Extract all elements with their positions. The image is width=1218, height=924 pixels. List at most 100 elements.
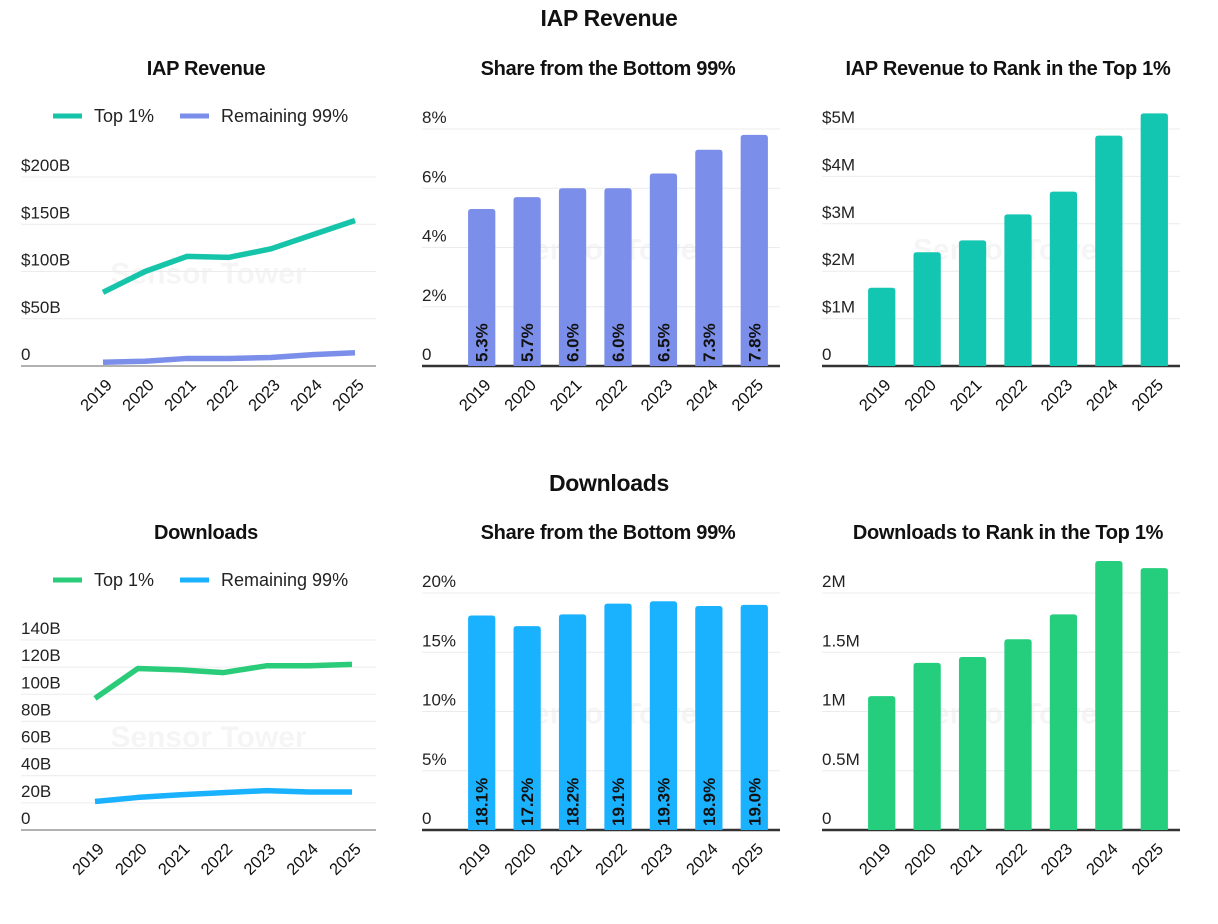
y-tick-label: 120B <box>21 646 61 665</box>
bar-2023 <box>1049 614 1078 830</box>
y-tick-label: $1M <box>822 298 855 317</box>
y-tick-label: 80B <box>21 700 51 719</box>
x-tick-label: 2024 <box>1083 376 1122 415</box>
x-tick-label: 2025 <box>728 840 767 879</box>
y-tick-label: 0 <box>422 809 431 828</box>
y-tick-label: 10% <box>422 691 456 710</box>
bar-2022 <box>604 603 632 830</box>
y-tick-label: 1.5M <box>822 631 860 650</box>
y-tick-label: $3M <box>822 203 855 222</box>
x-tick-label: 2023 <box>1038 376 1077 415</box>
bar-2022 <box>1004 639 1032 830</box>
bar-2021 <box>958 240 987 366</box>
bar-2025 <box>740 134 768 366</box>
x-tick-label: 2024 <box>283 840 322 879</box>
section-title-downloads: Downloads <box>549 470 669 496</box>
y-tick-label: 20% <box>422 572 456 591</box>
data-label: 6.0% <box>609 323 628 362</box>
data-label: 19.0% <box>745 778 764 826</box>
data-label: 19.1% <box>609 778 628 826</box>
x-tick-label: 2019 <box>77 376 116 415</box>
x-tick-label: 2019 <box>69 840 108 879</box>
x-tick-label: 2022 <box>592 840 631 879</box>
x-tick-label: 2019 <box>456 376 495 415</box>
y-tick-label: 0 <box>21 345 30 364</box>
y-tick-label: $200B <box>21 156 70 175</box>
bar-2020 <box>913 252 941 366</box>
x-tick-label: 2023 <box>245 376 284 415</box>
series-line-remaining-99pct <box>102 350 356 365</box>
bar-2025 <box>740 604 768 830</box>
data-label: 6.5% <box>654 323 673 362</box>
panel-downloads-rank: Downloads to Rank in the Top 1% Sensor T… <box>808 522 1208 922</box>
x-tick-label: 2025 <box>326 840 365 879</box>
bar-2023 <box>649 601 678 830</box>
y-tick-label: 2% <box>422 286 447 305</box>
x-tick-label: 2024 <box>287 376 326 415</box>
x-tick-label: 2020 <box>119 376 158 415</box>
y-tick-label: 140B <box>21 619 61 638</box>
data-label: 18.1% <box>473 778 492 826</box>
section-title-iap-revenue: IAP Revenue <box>540 5 678 31</box>
x-tick-label: 2022 <box>992 376 1031 415</box>
y-tick-label: 5% <box>422 750 447 769</box>
x-tick-label: 2022 <box>592 376 631 415</box>
x-tick-label: 2020 <box>112 840 151 879</box>
legend-label: Remaining 99% <box>221 106 348 126</box>
iap-rank-bar-chart: Sensor Tower0$1M$2M$3M$4M$5M201920202021… <box>822 108 1180 415</box>
y-tick-label: 4% <box>422 227 447 246</box>
x-tick-label: 2024 <box>1083 840 1122 879</box>
bar-2019 <box>868 287 896 366</box>
series-line-top-1pct <box>93 661 353 701</box>
data-label: 18.2% <box>564 778 583 826</box>
bar-2025 <box>1140 568 1168 830</box>
bar-2023 <box>649 173 678 366</box>
y-tick-label: 6% <box>422 167 447 186</box>
bar-2020 <box>913 662 941 830</box>
y-tick-label: 15% <box>422 631 456 650</box>
x-tick-label: 2020 <box>901 376 940 415</box>
y-tick-label: 100B <box>21 673 61 692</box>
data-label: 5.7% <box>518 323 537 362</box>
y-tick-label: 60B <box>21 728 51 747</box>
panel-iap-revenue: IAP Revenue Sensor Tower0$50B$100B$150B$… <box>6 58 406 458</box>
data-label: 7.8% <box>745 323 764 362</box>
data-label: 5.3% <box>473 323 492 362</box>
chart-title: IAP Revenue to Rank in the Top 1% <box>845 58 1171 80</box>
x-tick-label: 2021 <box>547 376 586 415</box>
x-tick-label: 2025 <box>728 376 767 415</box>
bar-2024 <box>1095 561 1123 830</box>
x-tick-label: 2021 <box>547 840 586 879</box>
bar-2019 <box>468 208 496 366</box>
panel-downloads-share: Share from the Bottom 99% Sensor Tower05… <box>408 522 808 922</box>
y-tick-label: $5M <box>822 108 855 127</box>
data-label: 6.0% <box>564 323 583 362</box>
x-tick-label: 2025 <box>1128 376 1167 415</box>
y-tick-label: $2M <box>822 250 855 269</box>
y-tick-label: 0 <box>822 809 831 828</box>
bar-2023 <box>1049 191 1078 366</box>
bar-2022 <box>604 188 632 366</box>
x-tick-label: 2020 <box>501 840 540 879</box>
data-label: 19.3% <box>654 778 673 826</box>
chart-title: Share from the Bottom 99% <box>480 522 736 544</box>
x-tick-label: 2022 <box>992 840 1031 879</box>
x-tick-label: 2019 <box>856 840 895 879</box>
x-tick-label: 2023 <box>240 840 279 879</box>
y-tick-label: 20B <box>21 782 51 801</box>
bar-2020 <box>513 626 541 830</box>
bar-2024 <box>1095 135 1123 366</box>
y-tick-label: 0 <box>21 809 30 828</box>
chart-title: Downloads <box>154 522 258 544</box>
panel-iap-share: Share from the Bottom 99% Sensor Tower02… <box>408 58 808 458</box>
iap-share-bar-chart: Sensor Tower02%4%6%8%5.3%5.7%6.0%6.0%6.5… <box>422 108 780 415</box>
series-line-remaining-99pct <box>94 787 352 805</box>
x-tick-label: 2023 <box>638 376 677 415</box>
y-tick-label: $50B <box>21 298 61 317</box>
x-tick-label: 2022 <box>198 840 237 879</box>
data-label: 17.2% <box>518 778 537 826</box>
x-tick-label: 2021 <box>161 376 200 415</box>
bar-2024 <box>695 606 723 830</box>
y-tick-label: $4M <box>822 155 855 174</box>
